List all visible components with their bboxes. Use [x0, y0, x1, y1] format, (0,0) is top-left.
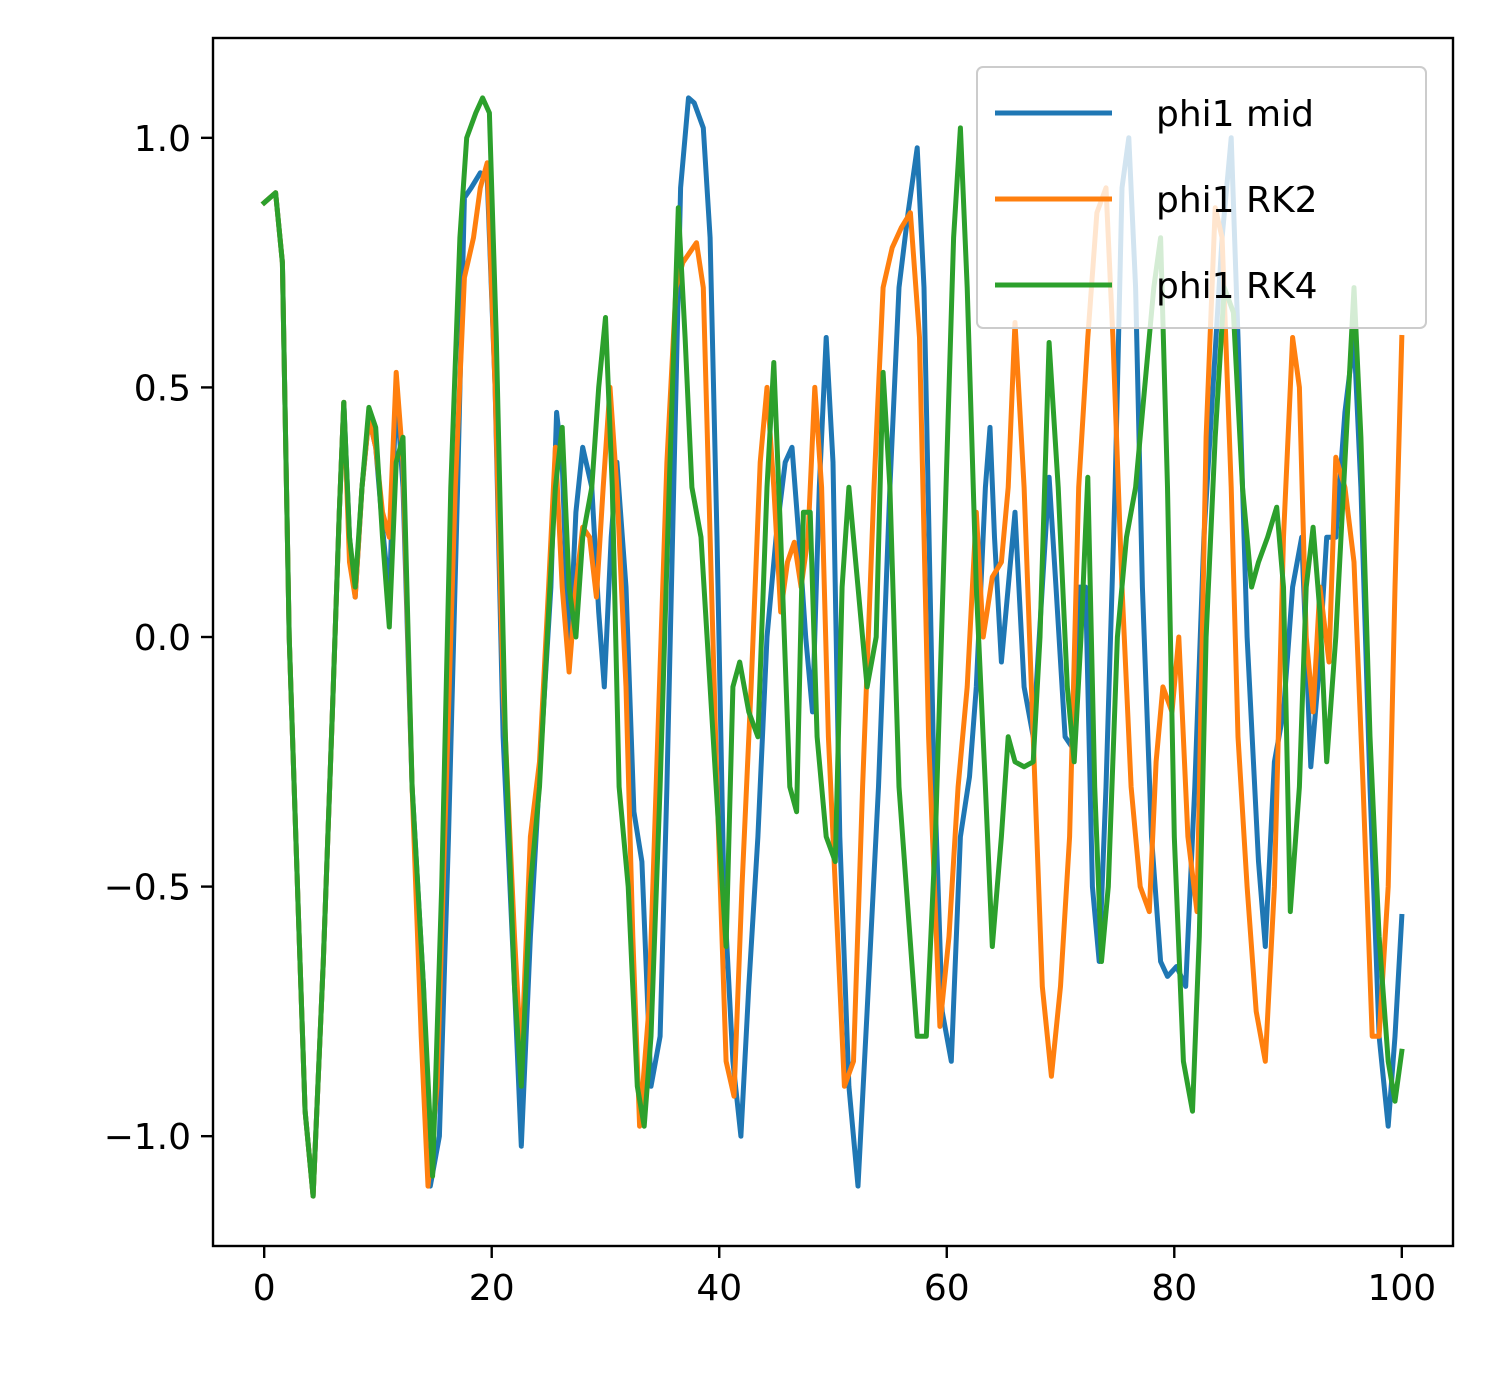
y-tick-label: 0.0	[134, 618, 191, 659]
series-line-3	[260, 95, 1405, 1199]
y-tick-label: 1.0	[134, 119, 191, 160]
y-tick-label: 0.5	[134, 368, 191, 409]
legend-entries: phi1 mid phi1 RK2 phi1 RK4	[995, 94, 1318, 307]
legend-label-1: phi1 mid	[1156, 94, 1314, 135]
x-tick-label: 40	[696, 1268, 742, 1309]
series-line-1	[260, 95, 1405, 1199]
legend: phi1 mid phi1 RK2 phi1 RK4	[976, 66, 1427, 329]
legend-label-3: phi1 RK4	[1156, 266, 1318, 307]
plot-frame	[211, 36, 1455, 1248]
x-tick-label: 100	[1367, 1268, 1436, 1309]
y-tick-label: −0.5	[104, 868, 191, 909]
x-tick-label: 80	[1151, 1268, 1197, 1309]
legend-box	[976, 66, 1427, 329]
y-tick-label: −1.0	[104, 1117, 191, 1158]
x-tick-label: 60	[924, 1268, 970, 1309]
legend-label-2: phi1 RK2	[1156, 180, 1318, 221]
x-axis: 0 20 40 60 80 100	[253, 1246, 1436, 1309]
y-axis: 1.0 0.5 0.0 −0.5 −1.0	[104, 119, 213, 1158]
series-layer	[260, 95, 1405, 1199]
x-tick-label: 20	[469, 1268, 515, 1309]
x-tick-label: 0	[253, 1268, 276, 1309]
